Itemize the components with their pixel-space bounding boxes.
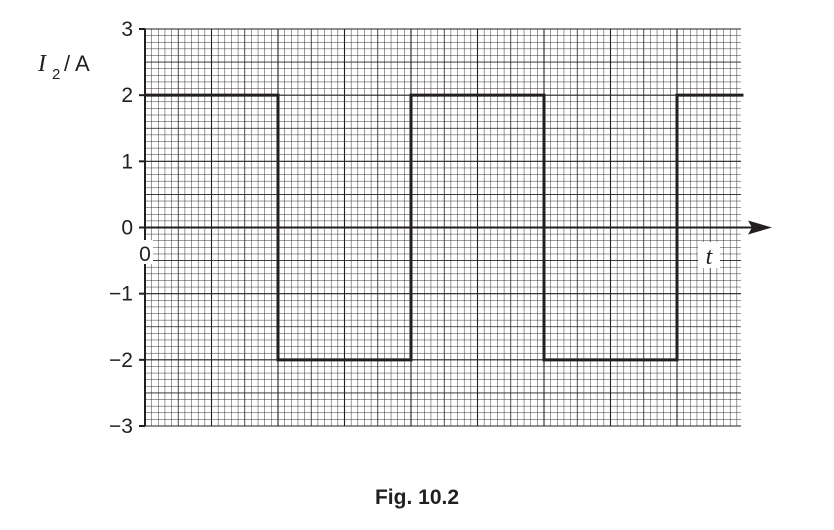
y-axis-label-subscript: 2 <box>52 66 60 83</box>
x-axis-label: t <box>706 244 714 270</box>
y-tick-label: 1 <box>121 150 133 173</box>
y-tick-label: 3 <box>121 18 133 41</box>
y-tick-label: −2 <box>109 349 133 372</box>
origin-label: 0 <box>139 243 151 266</box>
x-axis-arrowhead <box>748 220 772 235</box>
current-time-graph: 3 2 1 0 −1 −2 −3 I 2 / A t 0 <box>37 18 772 438</box>
y-tick-label: 0 <box>121 217 133 240</box>
y-tick-label: −1 <box>109 283 133 306</box>
series-layer <box>145 93 744 362</box>
series-line <box>145 93 744 362</box>
figure-caption: Fig. 10.2 <box>374 486 460 509</box>
y-axis-label-symbol: I <box>37 51 47 77</box>
y-axis-label-unit: / A <box>64 51 90 76</box>
origin-label-background <box>137 240 153 264</box>
y-tick-label: 2 <box>121 84 133 107</box>
y-tick-labels: 3 2 1 0 −1 −2 −3 <box>109 18 133 438</box>
y-tick-label: −3 <box>109 415 133 438</box>
x-axis-label-background <box>698 242 720 268</box>
